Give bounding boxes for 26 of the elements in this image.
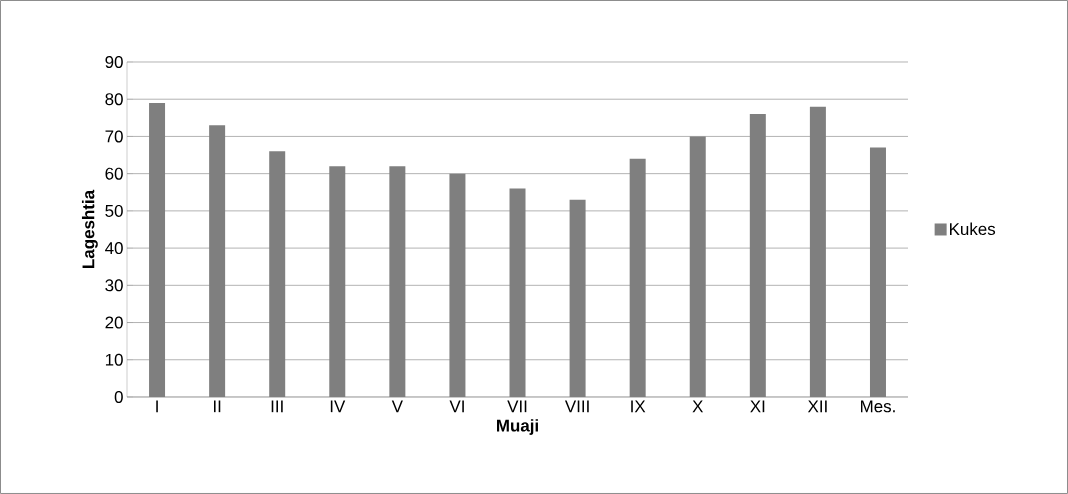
x-tick-label: Mes.	[861, 400, 895, 413]
y-tick-label: 10	[105, 353, 123, 366]
x-tick-label: V	[391, 400, 403, 413]
y-tick-label: 20	[105, 316, 123, 329]
y-tick-label: 0	[114, 390, 123, 403]
y-tick-label: 40	[105, 242, 123, 255]
x-tick-label: III	[271, 400, 283, 413]
x-tick-label: VIII	[564, 400, 589, 413]
y-tick-label: 50	[105, 204, 123, 217]
x-tick-label: VII	[507, 400, 527, 413]
x-tick-label: IX	[631, 400, 646, 413]
y-tick-label: 30	[105, 279, 123, 292]
x-axis-title: Muaji	[497, 419, 538, 435]
x-tick-label: IV	[330, 400, 346, 413]
x-tick-label: XI	[750, 400, 765, 413]
x-tick-label: I	[156, 400, 158, 413]
x-tick-label: X	[692, 400, 704, 413]
x-tick-label: II	[213, 400, 221, 413]
y-tick-label: 70	[105, 130, 123, 143]
y-tick-label: 90	[105, 55, 123, 68]
y-tick-label: 60	[105, 167, 123, 180]
legend-label: Kukes	[950, 222, 996, 236]
y-axis-title: Lageshtia	[81, 189, 98, 268]
y-tick-label: 80	[105, 93, 123, 106]
x-tick-label: XII	[807, 400, 827, 413]
x-tick-label: VI	[449, 400, 464, 413]
